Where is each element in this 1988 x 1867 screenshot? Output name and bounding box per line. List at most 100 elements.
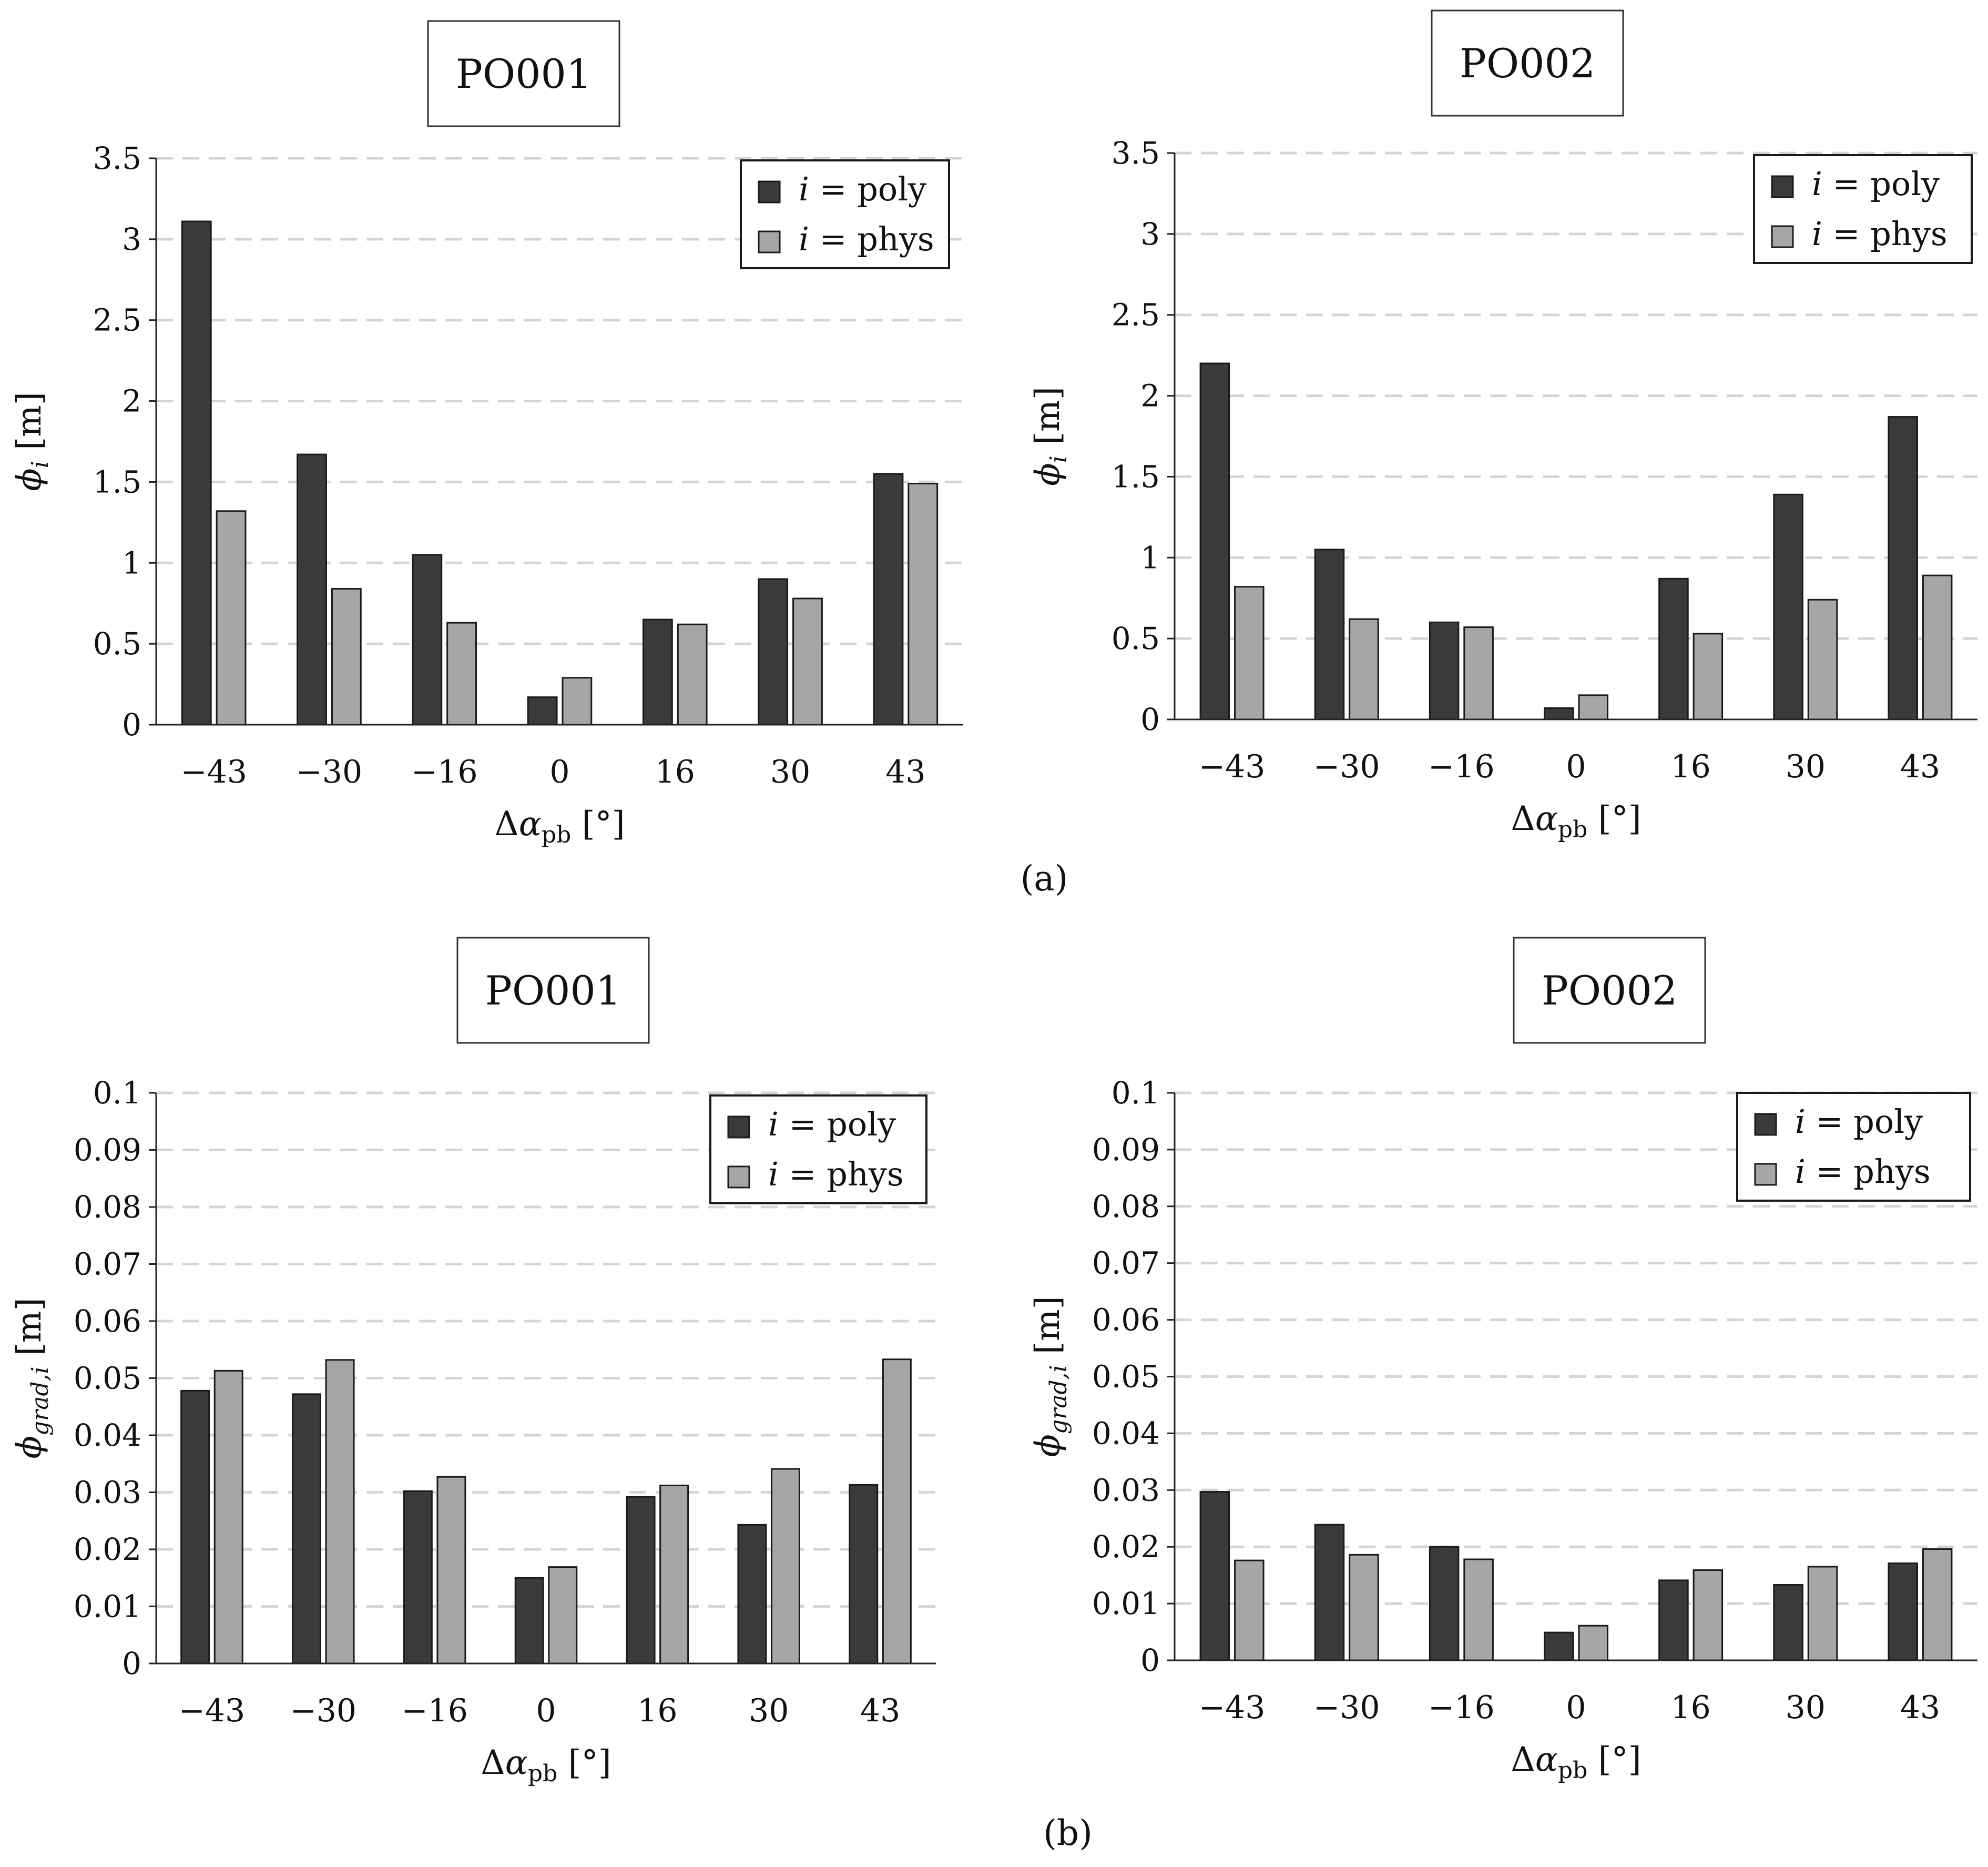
x-axis-label-unit: [°] bbox=[1587, 799, 1641, 838]
legend-box bbox=[740, 159, 950, 269]
legend-label-var: i bbox=[768, 1155, 779, 1193]
x-axis-label-symbol: α bbox=[519, 805, 542, 844]
bar-poly bbox=[297, 453, 327, 726]
bar-poly bbox=[737, 1524, 767, 1665]
bar-poly bbox=[642, 618, 673, 726]
legend-label-phys: i = phys bbox=[799, 220, 934, 258]
y-tick-label: 3 bbox=[122, 221, 141, 257]
x-tick-label: 30 bbox=[1786, 1689, 1826, 1726]
bar-poly bbox=[849, 1484, 879, 1665]
bar-poly bbox=[527, 696, 558, 726]
bar-phys bbox=[1693, 633, 1724, 721]
chart-3: PO001 0 0.01 0.02 0.03 0.04 0.05 0.06 0.07 0.08 0.… bbox=[10, 937, 936, 1787]
x-axis-label: Δαpb [°] bbox=[481, 1743, 611, 1787]
bar-poly bbox=[1658, 1579, 1689, 1661]
bar-poly bbox=[1199, 1491, 1230, 1661]
x-tick-label: −43 bbox=[1199, 1689, 1266, 1726]
bar-poly bbox=[626, 1496, 656, 1665]
y-tick-label: 3.5 bbox=[93, 140, 141, 176]
x-tick-label: −43 bbox=[179, 1692, 246, 1729]
y-tick-label: 2.5 bbox=[93, 302, 141, 338]
y-tick-label: 0.02 bbox=[1092, 1529, 1160, 1565]
bar-phys bbox=[1463, 1558, 1494, 1661]
bar-poly bbox=[514, 1577, 544, 1665]
x-axis-label-subscript: pb bbox=[528, 1760, 557, 1787]
x-axis-label-unit: [°] bbox=[557, 1743, 611, 1782]
x-tick-label: 43 bbox=[1900, 748, 1940, 785]
y-tick-label: 2.5 bbox=[1112, 297, 1160, 333]
bar-phys bbox=[213, 1369, 243, 1665]
x-tick-label: −16 bbox=[401, 1692, 468, 1729]
x-tick-label: 43 bbox=[860, 1692, 900, 1729]
x-tick-label: −30 bbox=[296, 754, 363, 790]
y-axis-label-unit: [m] bbox=[10, 1297, 49, 1366]
bar-phys bbox=[1463, 626, 1494, 721]
bar-poly bbox=[1199, 362, 1230, 721]
y-tick-label: 0.04 bbox=[1092, 1415, 1160, 1451]
chart-title-box bbox=[427, 20, 620, 127]
bar-phys bbox=[436, 1476, 466, 1665]
bar-phys bbox=[1693, 1569, 1724, 1661]
legend-label-var: i bbox=[768, 1105, 779, 1143]
legend-label-var: i bbox=[1795, 1102, 1806, 1141]
y-tick-label: 0 bbox=[122, 1646, 141, 1681]
x-tick-label: 43 bbox=[885, 754, 925, 790]
y-axis-label-subscript: i bbox=[1045, 455, 1072, 463]
x-axis-label-delta: Δ bbox=[481, 1743, 505, 1782]
x-tick-label: 0 bbox=[536, 1692, 556, 1729]
chart-title-box bbox=[456, 937, 650, 1044]
legend-label-rest: = phys bbox=[1822, 215, 1948, 253]
x-tick-label: 0 bbox=[1566, 1689, 1586, 1726]
bar-phys bbox=[1234, 586, 1265, 721]
y-tick-label: 0.09 bbox=[74, 1132, 141, 1168]
bar-poly bbox=[181, 220, 212, 726]
chart-4: PO002 0 0.01 0.02 0.03 0.04 0.05 0.06 0.07 0.08 0.… bbox=[1028, 937, 1977, 1784]
x-tick-label: 0 bbox=[549, 754, 569, 790]
bar-poly bbox=[292, 1393, 321, 1665]
x-axis-label-delta: Δ bbox=[1511, 1740, 1535, 1779]
y-tick-label: 0.01 bbox=[74, 1589, 141, 1625]
y-axis-label-unit: [m] bbox=[10, 392, 49, 461]
y-tick-label: 0.06 bbox=[74, 1303, 141, 1339]
bar-poly bbox=[1314, 549, 1345, 721]
legend-label-phys: i = phys bbox=[768, 1155, 904, 1193]
legend-label-var: i bbox=[1795, 1152, 1806, 1191]
legend-label-rest: = phys bbox=[809, 220, 934, 258]
y-tick-label: 0.05 bbox=[1092, 1359, 1160, 1395]
x-axis-label: Δαpb [°] bbox=[1511, 1740, 1641, 1784]
legend-label-rest: = poly bbox=[1806, 1102, 1923, 1141]
y-tick-label: 0.02 bbox=[74, 1531, 141, 1567]
y-tick-label: 2 bbox=[122, 383, 141, 419]
y-axis-label: ϕi [m] bbox=[1028, 387, 1072, 486]
x-tick-label: 16 bbox=[655, 754, 695, 790]
y-tick-label: 0.05 bbox=[74, 1361, 141, 1396]
x-tick-label: 0 bbox=[1566, 748, 1586, 785]
y-axis-label-subscript: grad,i bbox=[27, 1366, 54, 1436]
bar-poly bbox=[1429, 1546, 1460, 1661]
y-tick-label: 1 bbox=[1140, 540, 1160, 575]
x-axis-label-unit: [°] bbox=[1587, 1740, 1641, 1779]
legend-label-phys: i = phys bbox=[1812, 215, 1948, 253]
y-tick-label: 0.03 bbox=[1092, 1472, 1160, 1508]
bar-poly bbox=[1314, 1524, 1345, 1661]
bar-phys bbox=[325, 1359, 355, 1665]
caption-a: (a) bbox=[1021, 858, 1068, 899]
legend-label-poly: i = poly bbox=[1795, 1102, 1923, 1141]
y-axis-label-symbol: ϕ bbox=[1028, 463, 1067, 486]
y-tick-label: 1.5 bbox=[1112, 459, 1160, 494]
chart-2: PO002 0 0.5 1 1.5 2 2.5 3 3.5 −43 −30 −16 0 16 30 43 Δαp… bbox=[1028, 9, 1977, 843]
x-axis-label: Δαpb [°] bbox=[1511, 799, 1641, 843]
y-tick-label: 0.08 bbox=[74, 1189, 141, 1225]
bar-phys bbox=[1578, 1625, 1608, 1661]
legend-swatch-poly bbox=[758, 180, 781, 204]
bar-poly bbox=[1429, 621, 1460, 721]
legend-label-poly: i = poly bbox=[1812, 165, 1940, 203]
x-tick-label: 16 bbox=[637, 1692, 677, 1729]
y-tick-label: 0.04 bbox=[74, 1417, 141, 1453]
bar-poly bbox=[1773, 1584, 1803, 1661]
y-axis-label-unit: [m] bbox=[1028, 387, 1067, 455]
chart-title: PO001 bbox=[485, 967, 621, 1014]
bar-phys bbox=[771, 1468, 800, 1665]
legend-label-phys: i = phys bbox=[1795, 1152, 1931, 1191]
